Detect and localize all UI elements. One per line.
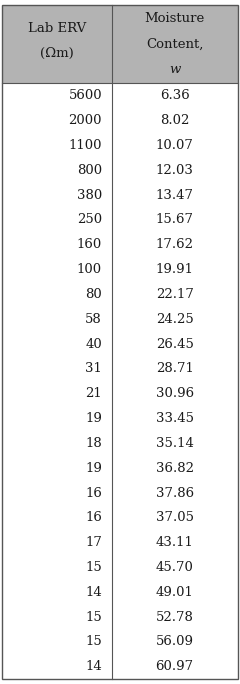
Text: 18: 18 (85, 437, 102, 450)
Text: Content,: Content, (146, 38, 203, 51)
Text: 15: 15 (85, 561, 102, 574)
Text: 15.67: 15.67 (156, 213, 194, 226)
Bar (2, 133, 238, 158)
Text: 8.02: 8.02 (160, 114, 189, 127)
Bar (2, 382, 238, 406)
Bar (2, 108, 238, 133)
Text: 37.86: 37.86 (156, 486, 194, 499)
Bar (2, 530, 238, 555)
Bar (2, 406, 238, 431)
Bar (2, 83, 238, 108)
Bar (2, 282, 238, 307)
Text: 17.62: 17.62 (156, 238, 194, 251)
Text: 19: 19 (85, 412, 102, 425)
Text: 80: 80 (85, 288, 102, 301)
Text: 33.45: 33.45 (156, 412, 194, 425)
Bar (2, 431, 238, 456)
Bar (2, 555, 238, 580)
Text: 13.47: 13.47 (156, 189, 194, 202)
Bar (2, 605, 238, 629)
Text: 800: 800 (77, 164, 102, 177)
Bar (2, 629, 238, 655)
Bar (2, 332, 238, 356)
Text: 6.36: 6.36 (160, 90, 189, 103)
Text: 5600: 5600 (68, 90, 102, 103)
Text: 24.25: 24.25 (156, 313, 193, 326)
Text: 37.05: 37.05 (156, 512, 194, 525)
Text: 10.07: 10.07 (156, 139, 193, 152)
Text: 380: 380 (77, 189, 102, 202)
Bar (2, 257, 238, 282)
Text: 16: 16 (85, 486, 102, 499)
Bar (2, 233, 238, 257)
Text: Lab ERV: Lab ERV (28, 22, 86, 35)
Text: 15: 15 (85, 611, 102, 624)
Text: 250: 250 (77, 213, 102, 226)
Bar (2, 356, 238, 382)
Text: 22.17: 22.17 (156, 288, 193, 301)
Bar (2, 580, 238, 605)
Text: 2000: 2000 (68, 114, 102, 127)
Text: 15: 15 (85, 635, 102, 648)
Bar (2, 456, 238, 481)
Text: 1100: 1100 (68, 139, 102, 152)
Text: 52.78: 52.78 (156, 611, 193, 624)
Text: 30.96: 30.96 (156, 387, 194, 400)
Text: 19.91: 19.91 (156, 263, 194, 276)
Text: 14: 14 (85, 660, 102, 673)
Text: 49.01: 49.01 (156, 586, 193, 598)
Text: 160: 160 (77, 238, 102, 251)
Text: Moisture: Moisture (144, 12, 205, 25)
Text: 35.14: 35.14 (156, 437, 193, 450)
Text: 31: 31 (85, 363, 102, 376)
Text: 43.11: 43.11 (156, 536, 193, 549)
Bar (2, 655, 238, 679)
Text: 12.03: 12.03 (156, 164, 193, 177)
Bar (2, 207, 238, 233)
Text: 28.71: 28.71 (156, 363, 193, 376)
Bar (2, 5, 238, 83)
Text: 60.97: 60.97 (156, 660, 194, 673)
Bar (2, 481, 238, 505)
Text: 19: 19 (85, 462, 102, 475)
Text: 26.45: 26.45 (156, 338, 193, 351)
Bar (2, 183, 238, 207)
Bar (2, 158, 238, 183)
Text: 100: 100 (77, 263, 102, 276)
Text: 14: 14 (85, 586, 102, 598)
Text: 45.70: 45.70 (156, 561, 193, 574)
Text: 16: 16 (85, 512, 102, 525)
Text: 58: 58 (85, 313, 102, 326)
Text: 36.82: 36.82 (156, 462, 194, 475)
Text: w: w (169, 63, 180, 76)
Bar (2, 505, 238, 530)
Text: 40: 40 (85, 338, 102, 351)
Text: (Ωm): (Ωm) (40, 47, 74, 60)
Text: 17: 17 (85, 536, 102, 549)
Text: 56.09: 56.09 (156, 635, 194, 648)
Bar (2, 307, 238, 332)
Text: 21: 21 (85, 387, 102, 400)
